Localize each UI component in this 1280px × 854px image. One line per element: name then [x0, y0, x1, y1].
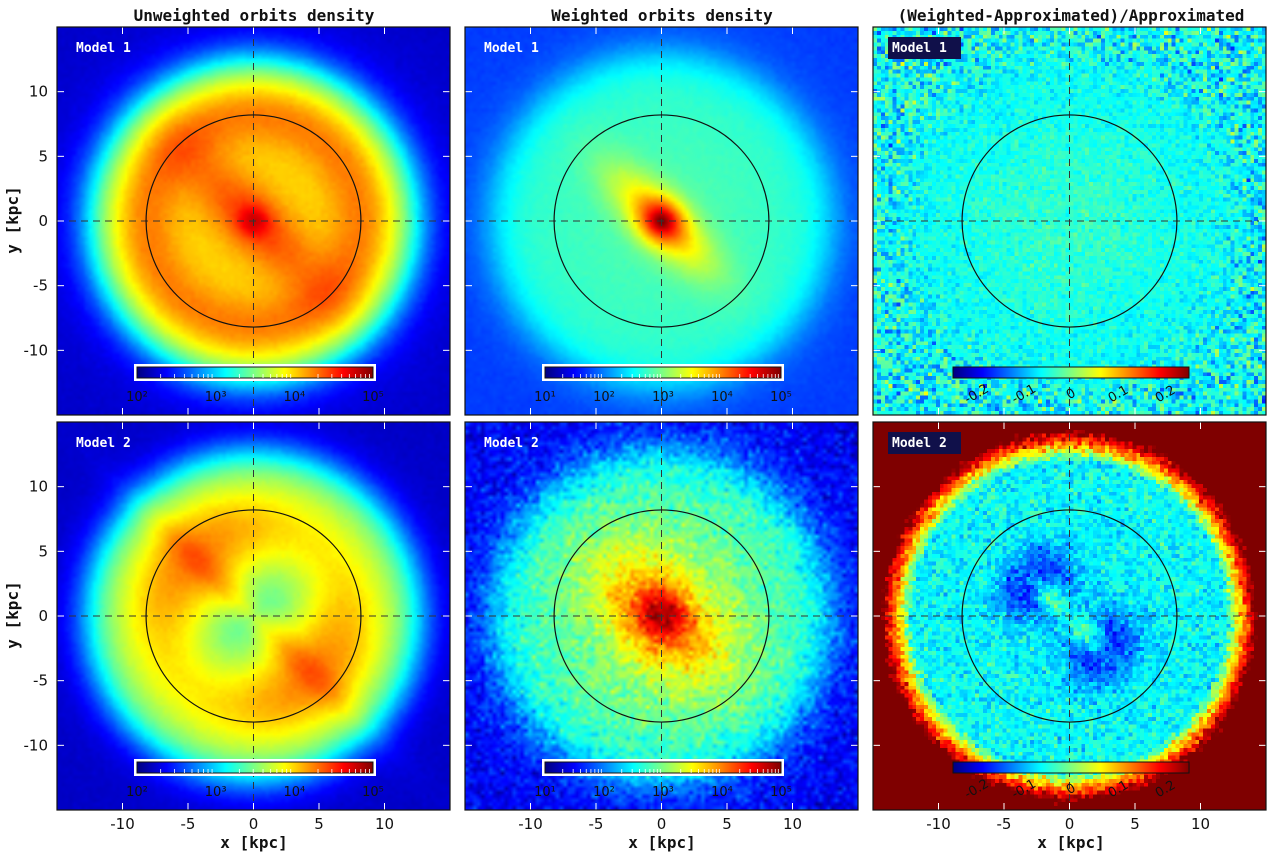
tick-labels-group: -10 -5 0 5 10 -10 -5 0 5 10 -10 -5 0 5 10 -10 -5 0 5 10 -10 -…	[24, 83, 1211, 833]
colorbar-tick-label: 10³	[652, 785, 674, 800]
y-tick-label: -10	[24, 736, 49, 754]
y-tick-label: -5	[33, 672, 48, 690]
colorbar-gradient	[952, 761, 1190, 774]
x-tick-label: 5	[722, 815, 732, 833]
reference-circle	[145, 509, 362, 723]
model-label: Model 1	[484, 41, 539, 56]
colorbar-tick-label: 10⁵	[362, 390, 384, 405]
x-tick-label: 10	[375, 815, 394, 833]
x-tick-label: -10	[926, 815, 951, 833]
panel-frame	[56, 421, 451, 811]
y-tick-label: 5	[38, 542, 48, 560]
colorbar-gradient	[544, 761, 782, 774]
reference-circle	[553, 114, 770, 328]
x-tick-label: -10	[110, 815, 135, 833]
x-tick-label: -5	[997, 815, 1012, 833]
colorbar-gradient	[136, 366, 374, 379]
colorbar-gradient	[544, 366, 782, 379]
x-tick-label: 0	[249, 815, 259, 833]
colorbar-tick-label: 10³	[205, 785, 227, 800]
colorbar-tick-label: 10³	[205, 390, 227, 405]
column-title-2: Weighted orbits density	[551, 6, 773, 25]
colorbar-tick-label: 10⁵	[362, 785, 384, 800]
panel-r1c3: Model 1-0.2 -0.1 0 0.1 0.2	[872, 26, 1267, 416]
reference-circle	[961, 114, 1178, 328]
colorbar-tick-label: 10⁵	[770, 390, 792, 405]
colorbar-tick-label: 10⁴	[283, 785, 305, 800]
reference-circle	[145, 114, 362, 328]
panel-r2c3: Model 2-0.2 -0.1 0 0.1 0.2	[872, 421, 1267, 811]
model-label: Model 1	[892, 41, 947, 56]
panel-frame	[56, 26, 451, 416]
model-label: Model 2	[484, 436, 539, 451]
colorbar: 10² 10³ 10⁴ 10⁵	[126, 759, 384, 800]
panel-frame	[872, 421, 1267, 811]
y-tick-label: 5	[38, 147, 48, 165]
x-tick-label: 5	[314, 815, 324, 833]
x-tick-label: -5	[589, 815, 604, 833]
y-tick-label: -10	[24, 341, 49, 359]
column-title-3: (Weighted-Approximated)/Approximated	[898, 6, 1245, 25]
colorbar-tick-label: 10²	[126, 785, 148, 800]
y-axis-label-row-1: y [kpc]	[3, 186, 22, 253]
model-badge-bg	[888, 432, 961, 454]
colorbar-tick-label: 10²	[593, 390, 615, 405]
panel-r2c1: Model 2 10² 10³ 10⁴ 10⁵	[56, 421, 451, 811]
x-axis-label-col-3: x [kpc]	[1037, 833, 1104, 852]
model-label: Model 2	[76, 436, 131, 451]
colorbar-tick-label: 10⁵	[770, 785, 792, 800]
x-tick-label: -5	[181, 815, 196, 833]
colorbar-tick-label: 10³	[652, 390, 674, 405]
colorbar-tick-label: 10⁴	[283, 390, 305, 405]
panel-frame	[464, 421, 859, 811]
x-tick-label: 5	[1130, 815, 1140, 833]
colorbar-tick-label: 10⁴	[711, 785, 733, 800]
x-tick-label: 10	[1191, 815, 1210, 833]
model-badge-bg	[888, 37, 961, 59]
y-tick-label: 0	[38, 212, 48, 230]
x-tick-label: 10	[783, 815, 802, 833]
colorbar-tick-label: 10¹	[534, 785, 556, 800]
panel-frame	[872, 26, 1267, 416]
colorbar-tick-label: 10¹	[534, 390, 556, 405]
colorbar-tick-label: 10²	[126, 390, 148, 405]
x-axis-label-col-1: x [kpc]	[220, 833, 287, 852]
model-label: Model 2	[892, 436, 947, 451]
panel-frame	[464, 26, 859, 416]
colorbar: 10¹ 10² 10³ 10⁴ 10⁵	[534, 364, 792, 405]
panel-r2c2: Model 2 10¹ 10² 10³ 10⁴ 10⁵	[464, 421, 859, 811]
y-tick-label: 10	[29, 83, 48, 101]
colorbar: 10² 10³ 10⁴ 10⁵	[126, 364, 384, 405]
model-label: Model 1	[76, 41, 131, 56]
x-tick-label: -10	[518, 815, 543, 833]
panel-r1c2: Model 1 10¹ 10² 10³ 10⁴ 10⁵	[464, 26, 859, 416]
reference-circle	[961, 509, 1178, 723]
colorbar: 10¹ 10² 10³ 10⁴ 10⁵	[534, 759, 792, 800]
panel-r1c1: Model 1 10² 10³ 10⁴ 10⁵	[56, 26, 451, 416]
y-axis-label-row-2: y [kpc]	[3, 581, 22, 648]
colorbar-gradient	[136, 761, 374, 774]
y-tick-label: 0	[38, 607, 48, 625]
column-title-1: Unweighted orbits density	[134, 6, 375, 25]
x-tick-label: 0	[657, 815, 667, 833]
y-tick-label: 10	[29, 478, 48, 496]
colorbar-gradient	[952, 366, 1190, 379]
y-tick-label: -5	[33, 277, 48, 295]
reference-circle	[553, 509, 770, 723]
colorbar-tick-label: 10⁴	[711, 390, 733, 405]
colorbar-tick-label: 10²	[593, 785, 615, 800]
x-tick-label: 0	[1065, 815, 1075, 833]
x-axis-label-col-2: x [kpc]	[628, 833, 695, 852]
